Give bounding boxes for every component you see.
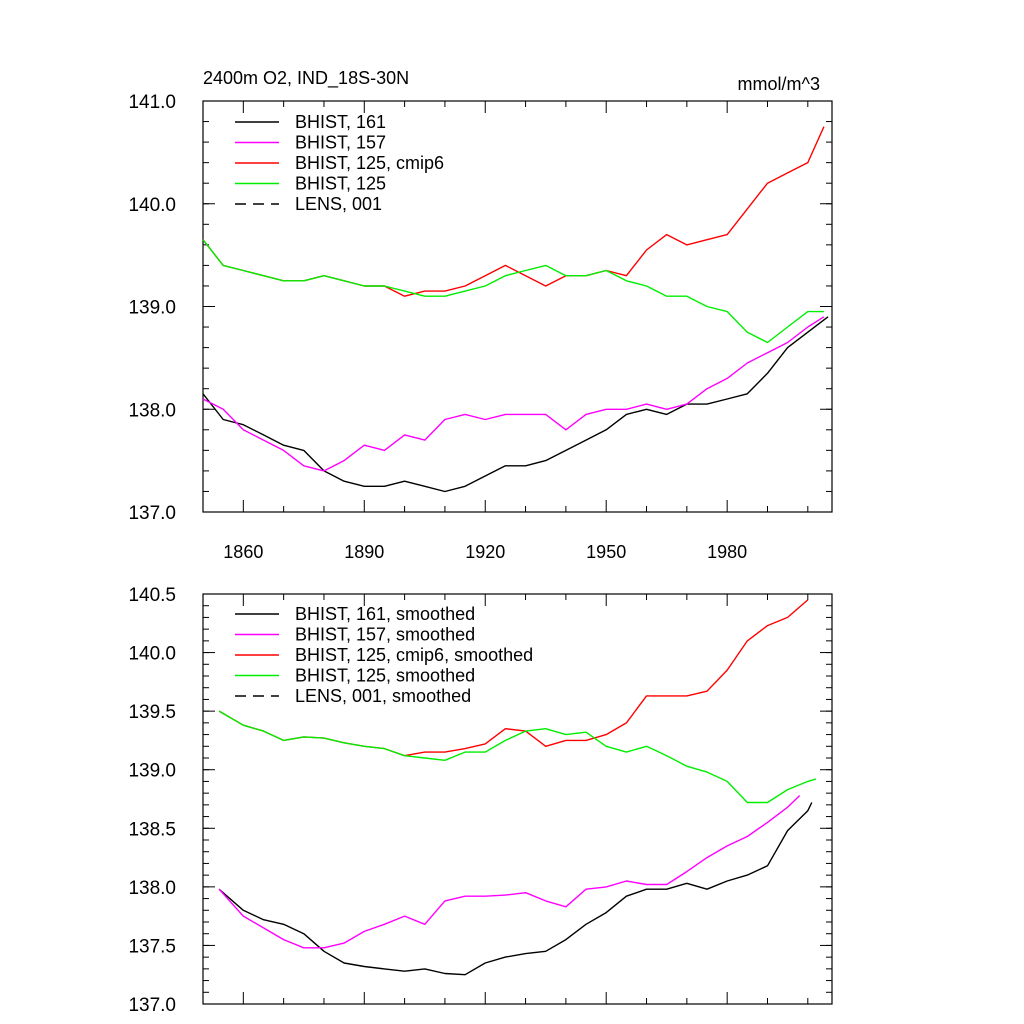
legend-label: BHIST, 125, smoothed — [295, 666, 475, 686]
series-line-0 — [202, 316, 829, 493]
series-line-1 — [218, 794, 801, 949]
y-tick-label: 140.0 — [128, 195, 176, 216]
top-line-chart: 1860 1890 1920 1950 1980 137.0 138.0 139.0 140.0… — [128, 92, 833, 562]
series-line-1 — [202, 316, 825, 472]
legend-label: LENS, 001, smoothed — [295, 686, 471, 706]
y-tick-label: 139.5 — [128, 702, 176, 723]
y-tick-label: 139.0 — [128, 761, 176, 782]
series-line-0 — [218, 802, 813, 976]
x-tick-label: 1980 — [707, 542, 747, 562]
legend-label: BHIST, 161, smoothed — [295, 604, 475, 624]
figure-title: 2400m O2, IND_18S-30N — [203, 68, 409, 89]
y-tick-label: 137.5 — [128, 936, 176, 957]
y-tick-label: 138.0 — [128, 400, 176, 421]
legend-label: BHIST, 161 — [295, 112, 386, 132]
y-tick-label: 141.0 — [128, 92, 176, 113]
y-tick-label: 140.0 — [128, 644, 176, 665]
x-tick-label: 1860 — [223, 542, 263, 562]
y-tick-label: 140.5 — [128, 585, 176, 606]
bottom-line-chart: 137.0 137.5 138.0 138.5 139.0 139.5 140.0 140.5… — [128, 585, 833, 1016]
series-line-3 — [218, 710, 817, 804]
plot-frame — [202, 593, 833, 1005]
y-tick-label: 138.0 — [128, 878, 176, 899]
y-tick-label: 137.0 — [128, 503, 176, 524]
y-tick-label: 139.0 — [128, 298, 176, 319]
legend-label: BHIST, 157 — [295, 133, 386, 153]
x-tick-label: 1920 — [465, 542, 505, 562]
figure-units: mmol/m^3 — [738, 74, 820, 94]
legend-label: BHIST, 125, cmip6 — [295, 153, 444, 173]
x-tick-label: 1890 — [344, 542, 384, 562]
series-line-3 — [202, 239, 824, 344]
legend-label: BHIST, 125 — [295, 174, 386, 194]
y-tick-label: 138.5 — [128, 819, 176, 840]
legend-label: LENS, 001 — [295, 194, 382, 214]
legend-label: BHIST, 157, smoothed — [295, 625, 475, 645]
legend-label: BHIST, 125, cmip6, smoothed — [295, 645, 533, 665]
y-tick-label: 137.0 — [128, 995, 176, 1016]
x-tick-label: 1950 — [586, 542, 626, 562]
